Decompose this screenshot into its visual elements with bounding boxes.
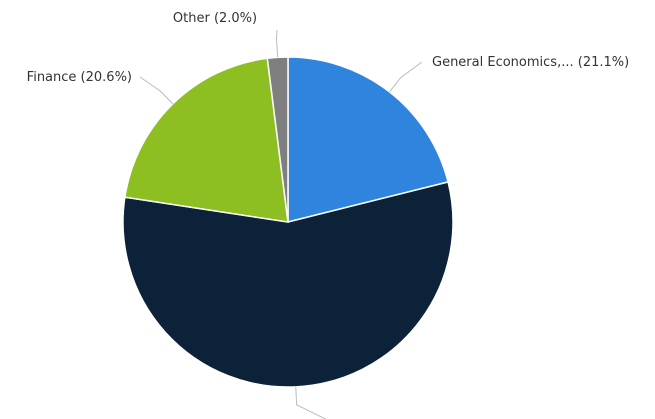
data-label: Other (2.0%) (173, 11, 257, 26)
label-value: (2.0%) (214, 11, 257, 26)
pie-slice (287, 56, 449, 223)
leader-line (389, 61, 423, 93)
leader-line (276, 29, 279, 58)
data-label: General Economics,... (21.1%) (432, 55, 629, 70)
label-value: (20.6%) (81, 70, 132, 85)
leader-line (295, 386, 327, 419)
pie-slice (122, 181, 454, 388)
pie-slice (266, 56, 289, 223)
data-label: Finance (20.6%) (27, 70, 132, 85)
label-value: (21.1%) (578, 55, 629, 70)
label-name: Other (173, 11, 211, 26)
label-name: Finance (27, 70, 77, 85)
label-name: General Economics,... (432, 55, 574, 70)
leader-line (139, 76, 174, 105)
